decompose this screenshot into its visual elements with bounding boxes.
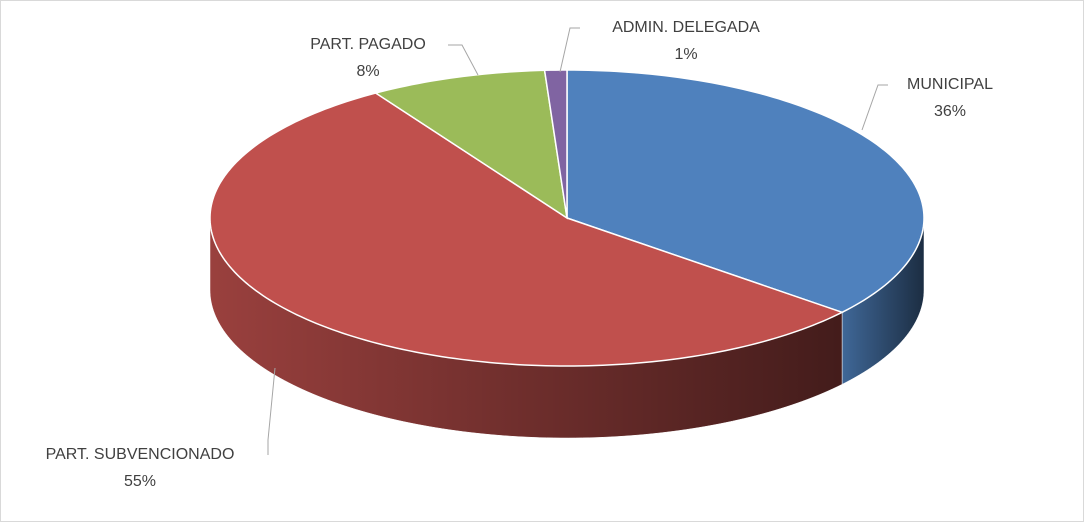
pie-slice: [543, 69, 568, 219]
slice-value-label: 8%: [356, 63, 379, 80]
leader-line: [448, 44, 479, 76]
slice-label: PART. SUBVENCIONADO: [46, 446, 235, 463]
leader-line: [559, 27, 580, 73]
slice-value-label: 36%: [934, 103, 966, 120]
slice-label: PART. PAGADO: [310, 36, 426, 53]
leader-lines: [267, 27, 888, 455]
slice-value-label: 1%: [674, 46, 697, 63]
leader-line: [861, 84, 888, 131]
slice-value-label: 55%: [124, 473, 156, 490]
data-labels: MUNICIPAL 36% PART. SUBVENCIONADO 55% PART. …: [46, 19, 993, 490]
pie-sides: [209, 217, 925, 439]
slice-label: MUNICIPAL: [907, 76, 993, 93]
pie-slice: [373, 69, 568, 220]
pie-slice: [209, 92, 845, 367]
slice-label: ADMIN. DELEGADA: [612, 19, 760, 36]
leader-line: [267, 367, 276, 455]
pie-tops: [209, 69, 925, 367]
pie-slice: [566, 69, 925, 314]
